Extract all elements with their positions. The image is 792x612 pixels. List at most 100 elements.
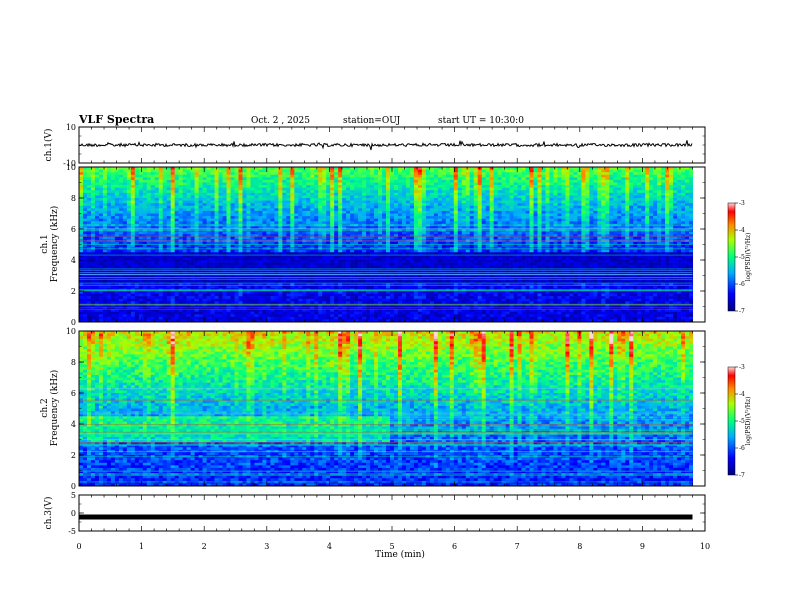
- spectrogram-cell: [370, 216, 374, 219]
- spectrogram-cell: [334, 211, 338, 214]
- spectrogram-cell: [171, 260, 175, 263]
- spectrogram-cell: [139, 260, 143, 263]
- spectrogram-cell: [386, 214, 390, 217]
- spectrogram-cell: [199, 170, 203, 173]
- spectrogram-cell: [382, 170, 386, 173]
- spectrogram-cell: [322, 296, 326, 299]
- spectrogram-cell: [290, 317, 294, 320]
- spectrogram-cell: [139, 170, 143, 173]
- spectrogram-cell: [119, 312, 123, 315]
- spectrogram-cell: [338, 299, 342, 302]
- spectrogram-cell: [326, 183, 330, 186]
- spectrogram-cell: [99, 183, 103, 186]
- spectrogram-cell: [187, 172, 191, 175]
- spectrogram-cell: [402, 294, 406, 297]
- spectrogram-cell: [155, 201, 159, 204]
- spectrogram-cell: [111, 175, 115, 178]
- spectrogram-cell: [167, 317, 171, 320]
- spectrogram-cell: [211, 221, 215, 224]
- spectrogram-cell: [246, 250, 250, 253]
- spectrogram-cell: [382, 317, 386, 320]
- spectrogram-cell: [147, 232, 151, 235]
- spectrogram-cell: [99, 252, 103, 255]
- spectrogram-cell: [342, 188, 346, 191]
- spectrogram-cell: [394, 208, 398, 211]
- spectrogram-cell: [402, 317, 406, 320]
- spectrogram-cell: [382, 314, 386, 317]
- spectrogram-cell: [231, 286, 235, 289]
- spectrogram-cell: [147, 252, 151, 255]
- spectrogram-cell: [294, 312, 298, 315]
- spectrogram-cell: [282, 232, 286, 235]
- spectrogram-cell: [314, 263, 318, 266]
- spectrogram-cell: [258, 188, 262, 191]
- spectrogram-cell: [366, 219, 370, 222]
- spectrogram-cell: [211, 234, 215, 237]
- spectrogram-cell: [91, 234, 95, 237]
- spectrogram-cell: [390, 265, 394, 268]
- spectrogram-cell: [310, 198, 314, 201]
- spectrogram-cell: [139, 294, 143, 297]
- spectrogram-cell: [175, 221, 179, 224]
- spectrogram-cell: [278, 312, 282, 315]
- spectrogram-cell: [79, 221, 83, 224]
- spectrogram-cell: [342, 257, 346, 260]
- spectrogram-cell: [358, 221, 362, 224]
- spectrogram-cell: [254, 180, 258, 183]
- spectrogram-cell: [95, 206, 99, 209]
- spectrogram-cell: [254, 299, 258, 302]
- spectrogram-cell: [103, 265, 107, 268]
- spectrogram-cell: [159, 214, 163, 217]
- spectrogram-cell: [123, 296, 127, 299]
- spectrogram-cell: [250, 177, 254, 180]
- spectrogram-cell: [163, 221, 167, 224]
- spectrogram-cell: [290, 214, 294, 217]
- spectrogram-cell: [310, 296, 314, 299]
- spectrogram-cell: [163, 175, 167, 178]
- spectrogram-cell: [374, 294, 378, 297]
- spectrogram-cell: [231, 190, 235, 193]
- spectrogram-cell: [119, 294, 123, 297]
- spectrogram-cell: [163, 286, 167, 289]
- spectrogram-cell: [374, 232, 378, 235]
- spectrogram-cell: [394, 214, 398, 217]
- spectrogram-cell: [342, 193, 346, 196]
- spectrogram-cell: [362, 250, 366, 253]
- spectrogram-cell: [95, 201, 99, 204]
- spectrogram-cell: [147, 219, 151, 222]
- spectrogram-cell: [151, 177, 155, 180]
- spectrogram-cell: [183, 252, 187, 255]
- spectrogram-cell: [390, 183, 394, 186]
- spectrogram-cell: [79, 312, 83, 315]
- spectrogram-cell: [123, 221, 127, 224]
- spectrogram-cell: [151, 180, 155, 183]
- spectrogram-cell: [330, 185, 334, 188]
- spectrogram-cell: [107, 221, 111, 224]
- spectrogram-cell: [266, 203, 270, 206]
- spectrogram-cell: [406, 188, 410, 191]
- spectrogram-cell: [151, 314, 155, 317]
- spectrogram-cell: [79, 175, 83, 178]
- spectrogram-cell: [298, 245, 302, 248]
- spectrogram-cell: [171, 234, 175, 237]
- spectrogram-cell: [215, 286, 219, 289]
- spectrogram-cell: [179, 232, 183, 235]
- spectrogram-cell: [406, 198, 410, 201]
- spectrogram-cell: [163, 188, 167, 191]
- spectrogram-cell: [143, 195, 147, 198]
- spectrogram-cell: [338, 195, 342, 198]
- spectrogram-cell: [278, 270, 282, 273]
- spectrogram-cell: [366, 237, 370, 240]
- spectrogram-cell: [378, 232, 382, 235]
- spectrogram-cell: [103, 299, 107, 302]
- spectrogram-cell: [163, 314, 167, 317]
- spectrogram-cell: [223, 260, 227, 263]
- spectrogram-cell: [155, 245, 159, 248]
- spectrogram-cell: [262, 245, 266, 248]
- spectrogram-cell: [270, 296, 274, 299]
- spectrogram-cell: [366, 276, 370, 279]
- spectrogram-cell: [83, 250, 87, 253]
- spectrogram-cell: [235, 260, 239, 263]
- spectrogram-cell: [338, 234, 342, 237]
- spectrogram-cell: [151, 172, 155, 175]
